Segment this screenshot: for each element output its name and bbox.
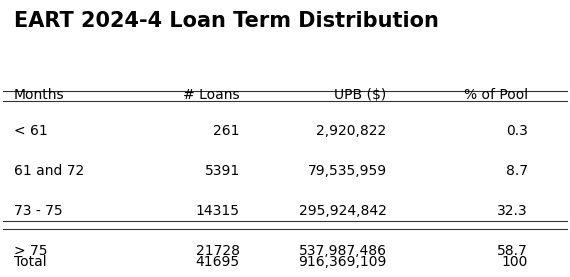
Text: 916,369,109: 916,369,109 <box>298 255 386 269</box>
Text: > 75: > 75 <box>14 244 47 258</box>
Text: % of Pool: % of Pool <box>463 88 528 102</box>
Text: 21728: 21728 <box>196 244 240 258</box>
Text: < 61: < 61 <box>14 124 48 138</box>
Text: Total: Total <box>14 255 47 269</box>
Text: 2,920,822: 2,920,822 <box>316 124 386 138</box>
Text: 73 - 75: 73 - 75 <box>14 204 63 218</box>
Text: EART 2024-4 Loan Term Distribution: EART 2024-4 Loan Term Distribution <box>14 11 439 31</box>
Text: Months: Months <box>14 88 64 102</box>
Text: 14315: 14315 <box>196 204 240 218</box>
Text: 261: 261 <box>213 124 240 138</box>
Text: 295,924,842: 295,924,842 <box>299 204 386 218</box>
Text: 5391: 5391 <box>205 164 240 178</box>
Text: UPB ($): UPB ($) <box>335 88 386 102</box>
Text: 79,535,959: 79,535,959 <box>307 164 386 178</box>
Text: 41695: 41695 <box>196 255 240 269</box>
Text: # Loans: # Loans <box>183 88 240 102</box>
Text: 0.3: 0.3 <box>506 124 528 138</box>
Text: 32.3: 32.3 <box>497 204 528 218</box>
Text: 61 and 72: 61 and 72 <box>14 164 84 178</box>
Text: 58.7: 58.7 <box>497 244 528 258</box>
Text: 100: 100 <box>502 255 528 269</box>
Text: 8.7: 8.7 <box>506 164 528 178</box>
Text: 537,987,486: 537,987,486 <box>299 244 386 258</box>
